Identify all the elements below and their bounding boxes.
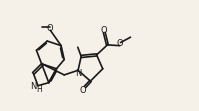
Text: O: O (101, 26, 107, 35)
Text: O: O (117, 39, 123, 48)
Text: O: O (79, 86, 86, 95)
Text: N: N (75, 69, 81, 78)
Text: N: N (30, 82, 36, 91)
Text: H: H (36, 85, 42, 94)
Text: O: O (47, 24, 53, 33)
